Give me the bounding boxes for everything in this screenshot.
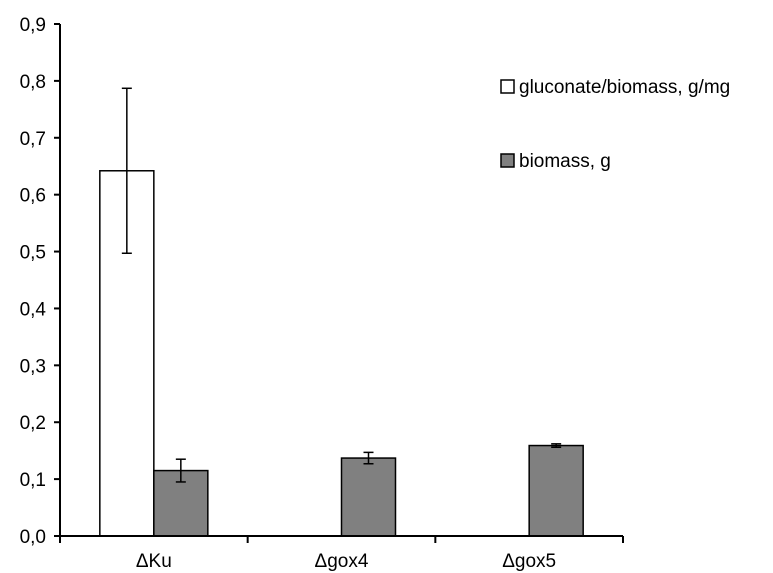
x-tick-label: Δgox5 xyxy=(502,551,556,572)
y-tick-label: 0,7 xyxy=(20,129,46,150)
bars xyxy=(99,170,584,537)
legend: gluconate/biomass, g/mg biomass, g xyxy=(500,77,730,172)
y-tick-label: 0,2 xyxy=(20,413,46,434)
bar-series-2-1 xyxy=(340,457,397,537)
y-tick-label: 0,5 xyxy=(20,243,46,264)
y-tick-label: 0,9 xyxy=(20,15,46,36)
x-tick-label: Δgox4 xyxy=(315,551,369,572)
y-tick-label: 0,3 xyxy=(20,356,46,377)
y-axis: 0,0 0,1 0,2 0,3 0,4 0,5 0,6 0,7 0,8 0,9 xyxy=(20,15,61,548)
y-tick-label: 0,6 xyxy=(20,186,46,207)
bar-series-2-2 xyxy=(528,444,584,537)
x-axis: ΔKu Δgox4 Δgox5 xyxy=(59,535,624,572)
y-tick-label: 0,1 xyxy=(20,470,46,491)
x-tick-label: ΔKu xyxy=(136,551,172,572)
y-tick-label: 0,8 xyxy=(20,72,46,93)
y-tick-label: 0,0 xyxy=(20,527,46,548)
y-tick-label: 0,4 xyxy=(20,299,47,320)
legend-label-2: biomass, g xyxy=(519,151,611,172)
error-bars xyxy=(121,87,562,483)
legend-label-1: gluconate/biomass, g/mg xyxy=(519,77,730,98)
legend-swatch-2 xyxy=(500,153,515,168)
legend-swatch-1 xyxy=(500,79,515,94)
